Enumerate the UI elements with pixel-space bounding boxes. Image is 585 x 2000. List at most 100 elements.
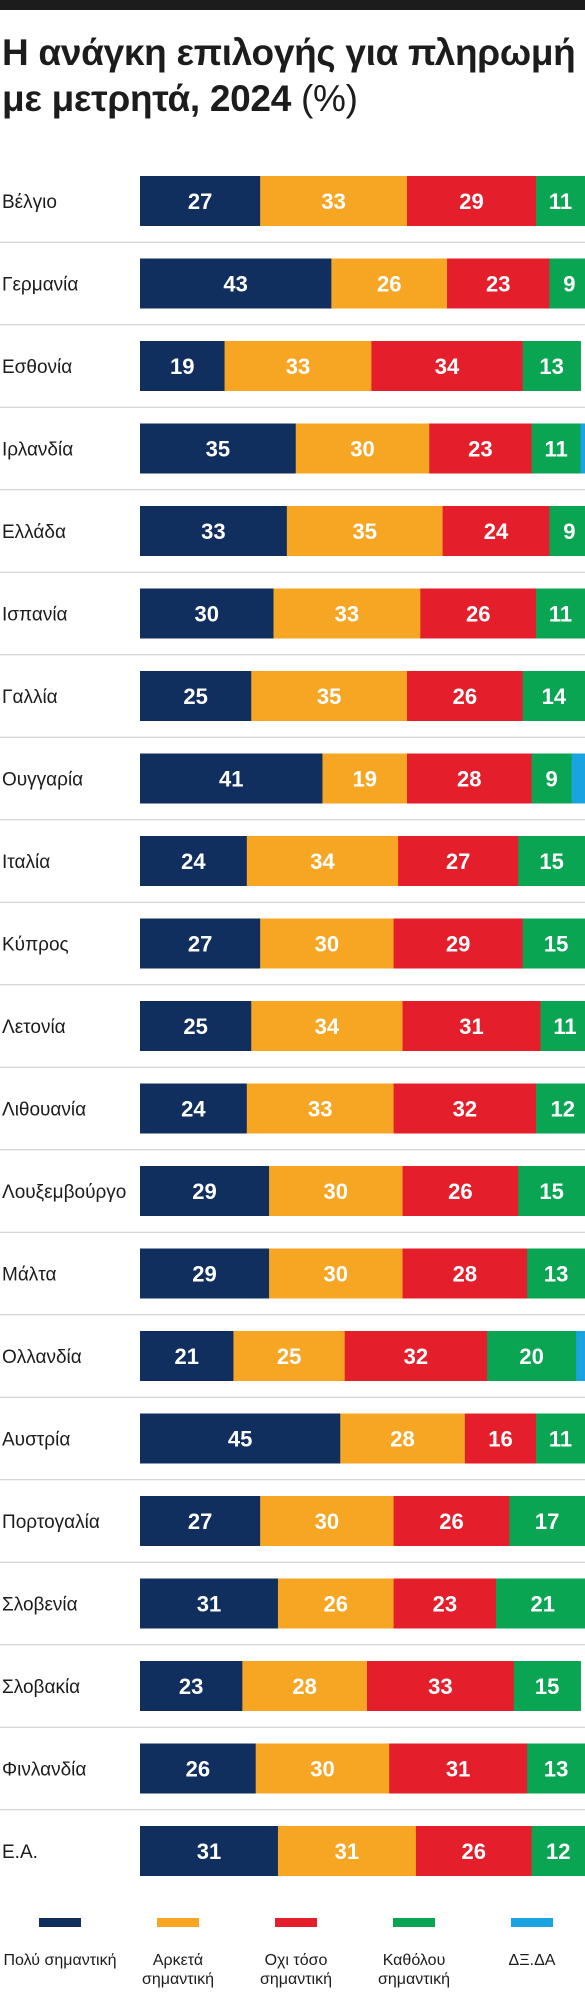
bar-segment xyxy=(242,1661,368,1711)
value-label: 16 xyxy=(488,1427,512,1452)
bar-segment xyxy=(442,506,550,556)
bar-row: Ελλάδα 33 35 24 9 xyxy=(0,506,585,573)
value-label: 15 xyxy=(544,932,568,957)
bar-segment xyxy=(531,423,581,474)
value-label: 26 xyxy=(466,602,490,627)
bar-segment xyxy=(277,1826,417,1876)
value-label: 34 xyxy=(315,1014,340,1039)
country-label: Μάλτα xyxy=(2,1265,57,1286)
bar-segment xyxy=(464,1413,537,1464)
value-label: 35 xyxy=(352,519,376,544)
value-label: 13 xyxy=(539,354,563,379)
bar-segment xyxy=(251,671,408,721)
bar-segment xyxy=(322,753,408,804)
chart-title: Η ανάγκη επιλογής για πληρωμή με μετρητά… xyxy=(2,30,577,122)
value-label: 11 xyxy=(549,189,572,214)
bar-segment xyxy=(389,1743,528,1794)
bar-segment xyxy=(531,1826,585,1876)
value-label: 19 xyxy=(352,767,376,792)
country-label: Λετονία xyxy=(2,1017,66,1038)
bar-segment xyxy=(576,1331,585,1381)
bar-segment xyxy=(140,753,323,804)
bar-segment xyxy=(140,1413,341,1464)
value-label: 31 xyxy=(446,1757,470,1782)
bar-segment xyxy=(286,506,443,556)
bar-segment xyxy=(522,341,581,391)
bar-segment xyxy=(246,836,399,886)
value-label: 29 xyxy=(459,189,483,214)
bar-segment xyxy=(224,341,372,391)
value-label: 30 xyxy=(315,932,339,957)
value-label: 27 xyxy=(446,849,470,874)
bar-segment xyxy=(340,1413,466,1464)
bar-segment xyxy=(536,176,585,226)
value-label: 12 xyxy=(546,1839,570,1864)
value-label: 34 xyxy=(435,354,460,379)
bar-segment xyxy=(273,588,421,639)
country-label: Σλοβακία xyxy=(2,1677,80,1698)
bar-segment xyxy=(402,1248,528,1299)
bar-segment xyxy=(398,836,519,886)
value-label: 33 xyxy=(321,189,345,214)
country-label: Λιθουανία xyxy=(2,1100,86,1121)
value-label: 24 xyxy=(484,519,509,544)
chart-title-unit: (%) xyxy=(300,78,358,119)
bar-segment xyxy=(549,258,585,309)
bar-segment xyxy=(487,1331,577,1381)
bar-row: Πορτογαλία 27 30 26 17 xyxy=(0,1496,585,1563)
legend-item: Πολύ σημαντική xyxy=(2,1918,118,1970)
bar-segment xyxy=(140,588,274,639)
bar-segment xyxy=(496,1578,585,1629)
country-label: Κύπρος xyxy=(2,935,69,956)
value-label: 11 xyxy=(544,437,567,462)
value-label: 43 xyxy=(223,272,247,297)
bar-segment xyxy=(140,918,261,969)
value-label: 28 xyxy=(457,767,481,792)
bar-segment xyxy=(407,753,532,804)
bar-segment xyxy=(260,176,408,226)
bar-segment xyxy=(140,1001,252,1051)
value-label: 13 xyxy=(544,1757,568,1782)
bar-row: Ισπανία 30 33 26 11 xyxy=(0,588,585,656)
legend-label: Αρκετά σημαντική xyxy=(141,1952,214,1988)
value-label: 28 xyxy=(292,1674,316,1699)
value-label: 14 xyxy=(542,684,567,709)
bar-row: Ολλανδία 21 25 32 20 xyxy=(0,1331,585,1398)
country-label: Ουγγαρία xyxy=(2,770,83,791)
stacked-bar-chart: Βέλγιο 27 33 29 11 Γερμανία 43 26 23 9 Εσθονία 19 33… xyxy=(0,176,585,1876)
bar-segment xyxy=(269,1166,403,1216)
bar-segment xyxy=(393,1496,510,1546)
value-label: 33 xyxy=(308,1097,332,1122)
bar-segment xyxy=(140,1496,261,1546)
bar-segment xyxy=(260,1496,395,1546)
value-label: 33 xyxy=(286,354,310,379)
bar-segment xyxy=(255,1743,390,1794)
bar-segment xyxy=(527,1248,585,1299)
country-label: Εσθονία xyxy=(2,357,72,378)
bar-segment xyxy=(140,1661,243,1711)
value-label: 17 xyxy=(535,1509,559,1534)
bar-segment xyxy=(522,918,585,969)
bar-segment xyxy=(277,1578,395,1629)
bar-row: Σλοβενία 31 26 23 21 xyxy=(0,1578,585,1646)
bar-segment xyxy=(531,753,573,804)
value-label: 27 xyxy=(188,932,212,957)
legend-label: ΔΞ.ΔΑ xyxy=(508,1952,556,1969)
bar-row: Φινλανδία 26 30 31 13 xyxy=(0,1743,585,1811)
bar-row: Σλοβακία 23 28 33 15 xyxy=(0,1661,585,1728)
bar-row: Γερμανία 43 26 23 9 xyxy=(0,258,585,326)
bar-segment xyxy=(402,1166,519,1216)
value-label: 29 xyxy=(192,1262,216,1287)
value-label: 45 xyxy=(228,1427,252,1452)
value-label: 29 xyxy=(192,1179,216,1204)
value-label: 11 xyxy=(549,1427,572,1452)
value-label: 31 xyxy=(459,1014,483,1039)
bar-row: Λιθουανία 24 33 32 12 xyxy=(0,1083,585,1151)
value-label: 32 xyxy=(404,1344,428,1369)
value-label: 15 xyxy=(539,1179,563,1204)
value-label: 32 xyxy=(453,1097,477,1122)
bar-segment xyxy=(393,1083,537,1134)
bar-segment xyxy=(295,423,430,474)
bar-row: Λουξεμβούργο 29 30 26 15 xyxy=(0,1166,585,1233)
bar-segment xyxy=(518,1166,585,1216)
